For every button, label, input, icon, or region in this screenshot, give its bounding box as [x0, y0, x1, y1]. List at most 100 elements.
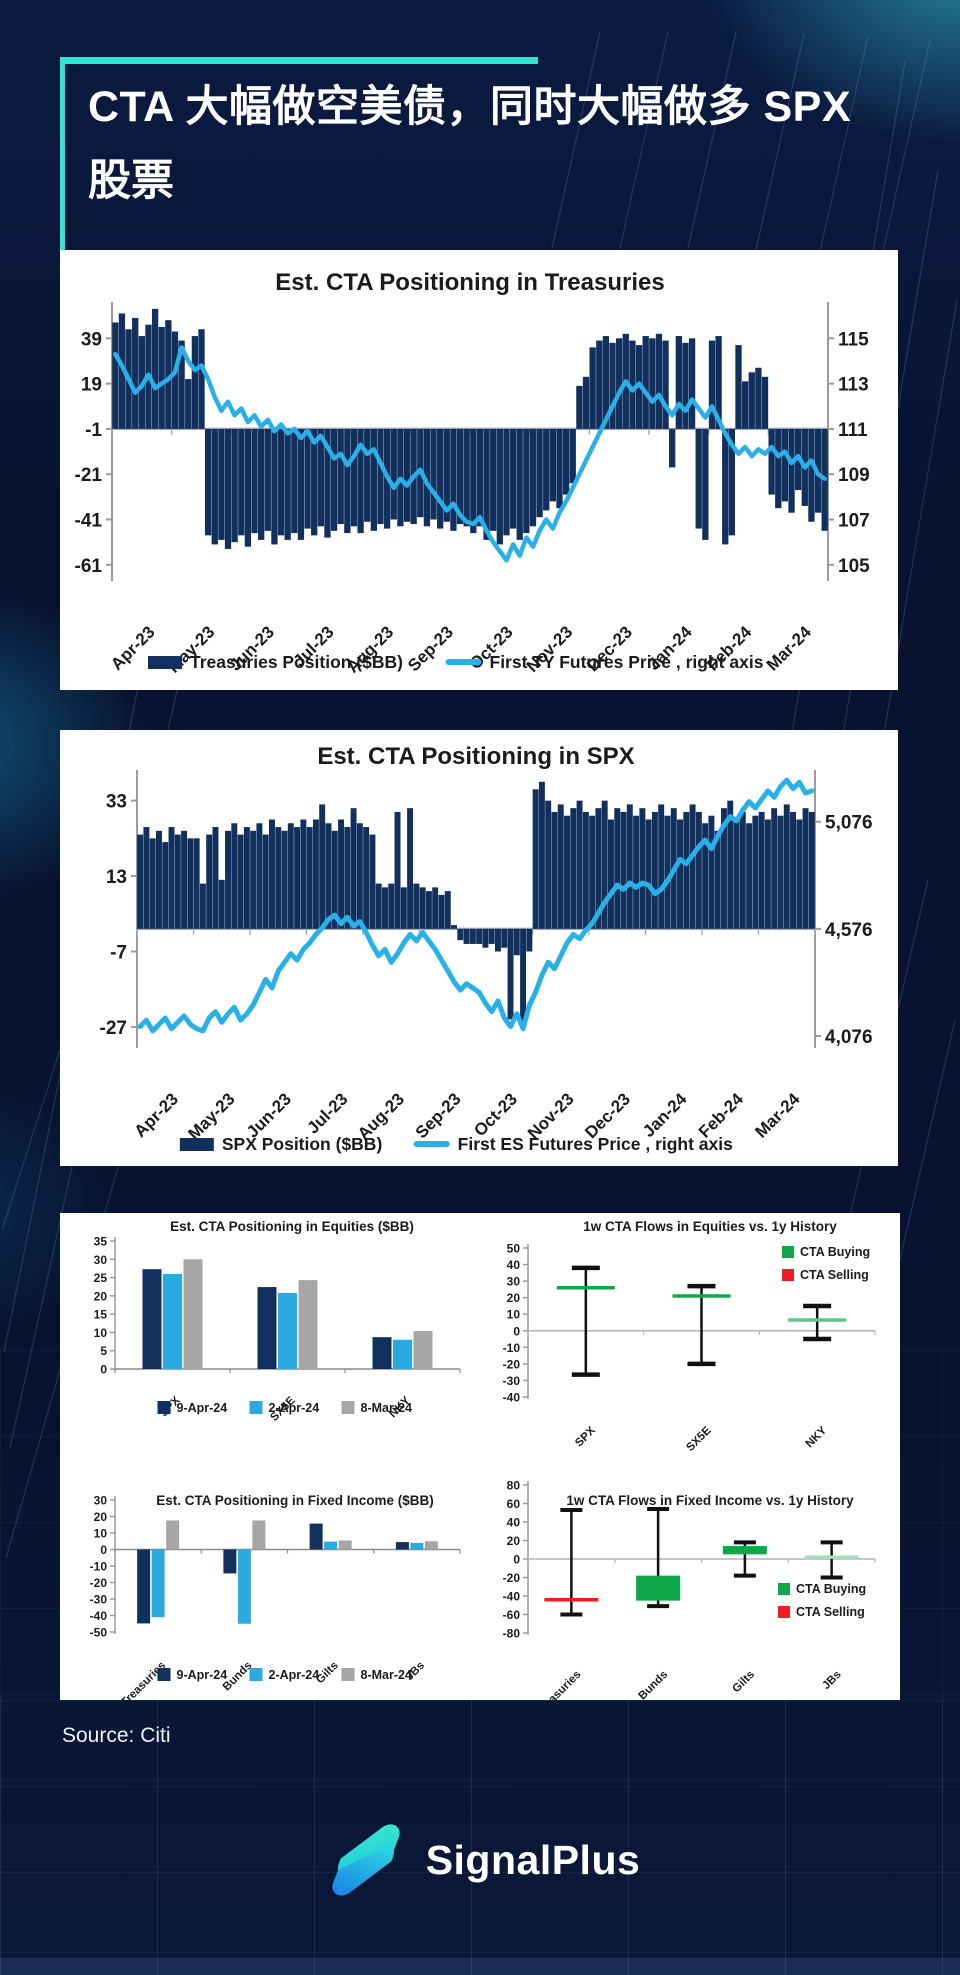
svg-text:-60: -60 — [503, 1608, 521, 1622]
title-accent-line-vertical — [60, 57, 65, 347]
spx-positioning-panel: Est. CTA Positioning in SPX 33 13 -7 -27 5,07… — [60, 730, 898, 1166]
svg-text:SPX: SPX — [573, 1424, 598, 1449]
svg-text:Mar-24: Mar-24 — [751, 1089, 804, 1142]
svg-text:Est. CTA Positioning in Fixed: Est. CTA Positioning in Fixed Income ($B… — [156, 1493, 434, 1508]
svg-text:0: 0 — [513, 1553, 520, 1567]
svg-text:Bunds: Bunds — [636, 1669, 670, 1700]
svg-text:10: 10 — [507, 1308, 521, 1322]
svg-text:9-Apr-24: 9-Apr-24 — [177, 1401, 228, 1415]
svg-text:30: 30 — [94, 1253, 108, 1267]
svg-text:Sep-23: Sep-23 — [404, 622, 457, 675]
svg-text:-80: -80 — [503, 1627, 521, 1641]
small-charts-panel: Est. CTA Positioning in Equities ($BB) 35… — [60, 1213, 900, 1700]
svg-text:-27: -27 — [100, 1018, 127, 1039]
svg-text:4,576: 4,576 — [825, 920, 873, 941]
source-caption: Source: Citi — [62, 1724, 171, 1747]
svg-text:9-Apr-24: 9-Apr-24 — [177, 1668, 228, 1682]
svg-text:Oct-23: Oct-23 — [470, 1089, 521, 1140]
svg-text:-20: -20 — [503, 1357, 521, 1371]
svg-text:15: 15 — [94, 1308, 108, 1322]
svg-text:NKY: NKY — [804, 1424, 830, 1450]
svg-text:-61: -61 — [75, 556, 103, 577]
svg-text:2-Apr-24: 2-Apr-24 — [269, 1668, 320, 1682]
svg-text:-40: -40 — [90, 1609, 108, 1623]
bottom-strip — [0, 1958, 960, 1975]
svg-text:-10: -10 — [90, 1560, 108, 1574]
svg-text:-10: -10 — [503, 1341, 521, 1355]
svg-text:-20: -20 — [503, 1571, 521, 1585]
svg-text:CTA Selling: CTA Selling — [800, 1268, 869, 1282]
svg-text:60: 60 — [507, 1497, 521, 1511]
svg-text:10: 10 — [94, 1326, 108, 1340]
svg-text:CTA Selling: CTA Selling — [796, 1605, 865, 1619]
svg-text:-40: -40 — [503, 1590, 521, 1604]
svg-text:113: 113 — [838, 375, 869, 396]
svg-text:CTA Buying: CTA Buying — [796, 1582, 866, 1596]
svg-text:8-Mar-24: 8-Mar-24 — [361, 1401, 412, 1415]
svg-text:Apr-23: Apr-23 — [131, 1089, 183, 1141]
svg-text:-7: -7 — [110, 942, 127, 963]
svg-text:107: 107 — [838, 511, 870, 532]
svg-text:4,076: 4,076 — [825, 1027, 873, 1048]
svg-text:-50: -50 — [90, 1626, 108, 1640]
svg-text:Treasuries Position ($BB): Treasuries Position ($BB) — [190, 652, 403, 672]
svg-text:JBs: JBs — [820, 1669, 843, 1692]
svg-text:105: 105 — [838, 556, 870, 577]
svg-text:111: 111 — [838, 420, 868, 441]
svg-text:SX5E: SX5E — [684, 1424, 714, 1454]
svg-text:-40: -40 — [503, 1391, 521, 1405]
svg-text:First ES Futures Price , right: First ES Futures Price , right axis — [458, 1134, 733, 1154]
svg-text:5: 5 — [100, 1344, 107, 1358]
svg-text:25: 25 — [94, 1271, 108, 1285]
svg-text:109: 109 — [838, 465, 870, 486]
svg-text:Gilts: Gilts — [730, 1669, 757, 1696]
svg-text:115: 115 — [838, 329, 869, 350]
svg-text:First TY Futures Price , right: First TY Futures Price , right axis — [490, 652, 764, 672]
svg-text:40: 40 — [507, 1258, 521, 1272]
svg-text:Mar-24: Mar-24 — [763, 622, 816, 675]
svg-text:20: 20 — [507, 1291, 521, 1305]
treasuries-combo-chart: Est. CTA Positioning in Treasuries 39 19 -1… — [75, 269, 871, 677]
svg-text:Est. CTA Positioning in Treasu: Est. CTA Positioning in Treasuries — [275, 269, 664, 296]
spx-combo-chart: Est. CTA Positioning in SPX 33 13 -7 -27 5,07… — [100, 743, 873, 1154]
svg-text:-30: -30 — [503, 1374, 521, 1388]
svg-text:40: 40 — [507, 1516, 521, 1530]
svg-text:Jul-23: Jul-23 — [303, 1089, 351, 1137]
svg-text:0: 0 — [100, 1543, 107, 1557]
svg-text:30: 30 — [507, 1275, 521, 1289]
svg-text:SPX Position ($BB): SPX Position ($BB) — [222, 1134, 382, 1154]
svg-text:2-Apr-24: 2-Apr-24 — [269, 1401, 320, 1415]
svg-text:-30: -30 — [90, 1593, 108, 1607]
svg-text:19: 19 — [81, 375, 102, 396]
brand-name: SignalPlus — [425, 1836, 641, 1883]
svg-text:-41: -41 — [75, 511, 103, 532]
svg-text:20: 20 — [94, 1289, 108, 1303]
svg-text:39: 39 — [81, 329, 102, 350]
page-title-line1: CTA 大幅做空美债，同时大幅做多 SPX — [88, 83, 852, 131]
svg-text:Treasuries: Treasuries — [534, 1669, 583, 1700]
svg-text:5,076: 5,076 — [825, 813, 873, 834]
svg-text:Est. CTA Positioning in SPX: Est. CTA Positioning in SPX — [317, 743, 634, 770]
small-charts-grid: Est. CTA Positioning in Equities ($BB) 35… — [90, 1219, 876, 1700]
treasuries-positioning-panel: Est. CTA Positioning in Treasuries 39 19 -1… — [60, 250, 898, 690]
svg-text:Sep-23: Sep-23 — [412, 1089, 465, 1142]
svg-text:-21: -21 — [75, 465, 103, 486]
svg-text:8-Mar-24: 8-Mar-24 — [361, 1668, 412, 1682]
svg-text:20: 20 — [94, 1510, 108, 1524]
svg-text:Est. CTA Positioning in Equiti: Est. CTA Positioning in Equities ($BB) — [170, 1219, 414, 1234]
svg-text:33: 33 — [106, 792, 127, 813]
svg-text:0: 0 — [513, 1324, 520, 1338]
svg-text:80: 80 — [507, 1479, 521, 1493]
title-accent-line-horizontal — [60, 57, 538, 64]
svg-text:10: 10 — [94, 1527, 108, 1541]
brand-logo: SignalPlus — [0, 1820, 960, 1900]
svg-text:30: 30 — [94, 1494, 108, 1508]
signalplus-icon — [332, 1824, 400, 1896]
page-title-line2: 股票 — [88, 157, 174, 205]
svg-text:20: 20 — [507, 1534, 521, 1548]
svg-text:-1: -1 — [85, 420, 102, 441]
svg-text:-20: -20 — [90, 1576, 108, 1590]
svg-text:50: 50 — [507, 1242, 521, 1256]
svg-text:35: 35 — [94, 1235, 108, 1249]
